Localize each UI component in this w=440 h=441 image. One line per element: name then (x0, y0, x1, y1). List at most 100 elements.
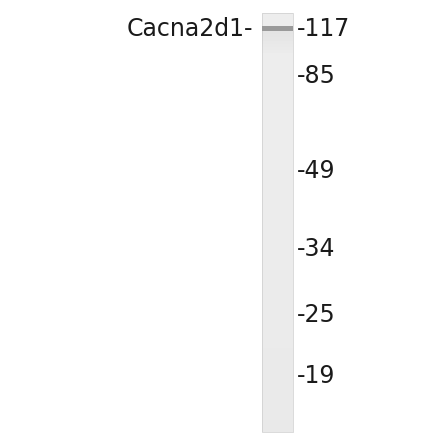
Bar (262, 23, 293, 24)
Bar (262, 399, 293, 400)
Bar (262, 142, 293, 143)
Bar (262, 168, 293, 170)
Bar (262, 334, 293, 336)
Bar (262, 358, 293, 359)
Bar (262, 182, 293, 183)
Bar (262, 19, 293, 20)
Bar (262, 60, 293, 62)
Bar (262, 217, 293, 219)
Bar (262, 137, 293, 139)
Bar (262, 336, 293, 337)
Bar (262, 193, 293, 195)
Bar (262, 51, 293, 52)
Bar (262, 313, 293, 315)
Bar (262, 113, 293, 115)
Bar (262, 407, 293, 408)
Bar (262, 363, 293, 365)
Bar (262, 312, 293, 314)
Bar (262, 218, 293, 220)
Bar (262, 396, 293, 397)
Bar (262, 67, 293, 69)
Bar (262, 95, 293, 97)
Bar (262, 245, 293, 247)
Bar (262, 340, 293, 341)
Bar (262, 225, 293, 227)
Bar (262, 71, 293, 73)
Bar (262, 55, 293, 56)
Bar (262, 93, 293, 94)
Bar (262, 135, 293, 136)
Bar (262, 281, 293, 283)
Bar (262, 229, 293, 231)
Bar (262, 417, 293, 418)
Bar (262, 220, 293, 221)
Bar (262, 400, 293, 401)
Bar (262, 377, 293, 379)
Bar (262, 332, 293, 333)
Bar (262, 366, 293, 368)
Bar (262, 426, 293, 428)
Bar (262, 292, 293, 294)
Bar (262, 415, 293, 417)
Bar (262, 223, 293, 224)
Bar (262, 379, 293, 381)
Bar (262, 333, 293, 334)
Bar (262, 97, 293, 98)
Bar (262, 162, 293, 164)
Bar (262, 207, 293, 209)
Bar (262, 250, 293, 252)
Bar (262, 397, 293, 399)
Bar (262, 266, 293, 267)
Bar (262, 356, 293, 358)
Bar (262, 86, 293, 87)
Bar (262, 243, 293, 245)
Bar (262, 270, 293, 272)
Bar (262, 301, 293, 303)
Bar (262, 209, 293, 210)
Bar (262, 24, 293, 26)
Bar (262, 158, 293, 160)
Bar (262, 372, 293, 374)
Bar (262, 405, 293, 407)
Bar (262, 362, 293, 364)
Bar (262, 157, 293, 158)
Bar (262, 276, 293, 277)
Bar (262, 20, 293, 22)
Bar (262, 227, 293, 228)
Bar (262, 31, 293, 34)
Bar (262, 59, 293, 61)
Bar (262, 242, 293, 243)
Bar (262, 161, 293, 163)
Bar (262, 394, 293, 396)
Bar (262, 387, 293, 389)
Bar (262, 321, 293, 323)
Bar (262, 319, 293, 321)
Bar (262, 263, 293, 265)
Bar (262, 428, 293, 430)
Bar (262, 27, 293, 29)
Bar (262, 120, 293, 122)
Bar (262, 105, 293, 107)
Bar (262, 167, 293, 168)
Bar (262, 235, 293, 237)
Bar (262, 199, 293, 200)
Text: -117: -117 (297, 17, 350, 41)
Bar (262, 169, 293, 171)
Bar (262, 160, 293, 161)
Bar (262, 164, 293, 165)
Text: -34: -34 (297, 237, 336, 261)
Bar (262, 187, 293, 189)
Bar (262, 284, 293, 286)
Bar (262, 277, 293, 279)
Bar (262, 373, 293, 375)
Bar (262, 306, 293, 308)
Bar (262, 31, 293, 33)
Bar (262, 143, 293, 145)
Bar (262, 359, 293, 361)
Bar (262, 385, 293, 386)
Bar (262, 273, 293, 274)
Bar (262, 414, 293, 415)
Bar (262, 274, 293, 276)
Bar (262, 156, 293, 157)
Bar (262, 119, 293, 121)
